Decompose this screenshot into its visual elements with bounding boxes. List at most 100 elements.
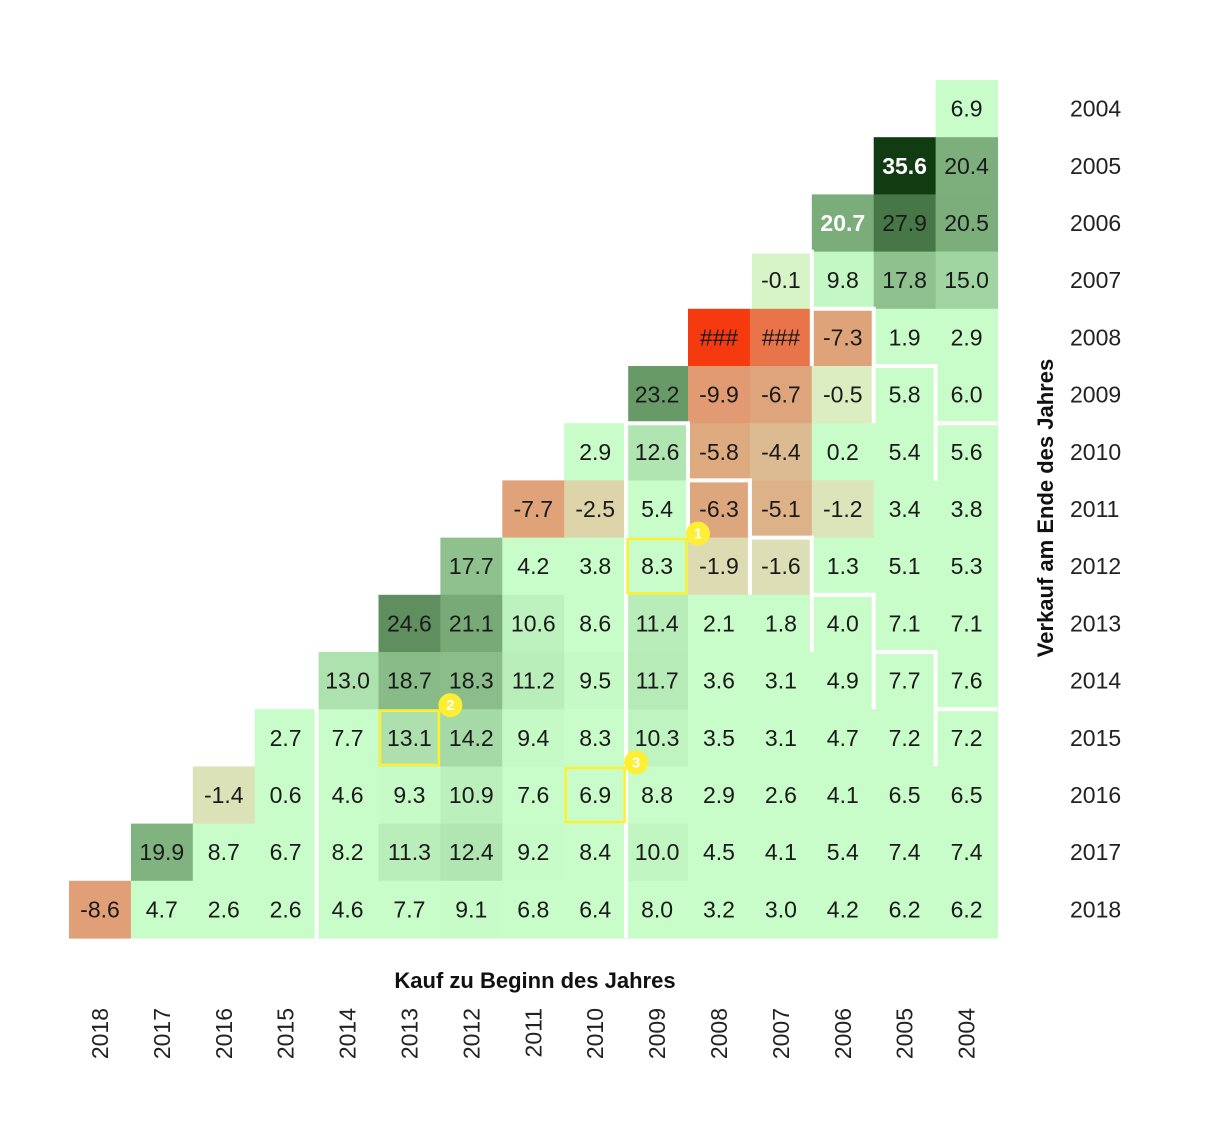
cell-value-label: 2.9 [579, 439, 611, 465]
heatmap-cells [69, 80, 999, 939]
holding-boundary-line [624, 135, 998, 938]
cell-value-label: 12.4 [449, 839, 494, 865]
highlight-marker-circle [686, 521, 710, 546]
cell-value-label: 1.8 [765, 610, 797, 636]
heatmap-cell [935, 709, 999, 767]
x-tick-label: 2014 [335, 1008, 361, 1059]
cell-value-label: 19.9 [139, 839, 184, 865]
x-tick-label: 2013 [396, 1008, 422, 1059]
x-tick-label: 2005 [892, 1008, 918, 1059]
highlight-marker-number: 1 [694, 526, 702, 543]
highlight-markers: 1 2 3 [378, 521, 710, 824]
cell-value-label: -9.9 [699, 382, 739, 408]
cell-value-label: 7.6 [951, 668, 983, 694]
cell-value-label: 5.1 [889, 553, 921, 579]
cell-value-label: 6.5 [889, 782, 921, 808]
cell-value-label: 6.5 [951, 782, 983, 808]
heatmap-cell [564, 766, 627, 825]
cell-value-label: -6.7 [761, 382, 801, 408]
cell-value-label: -1.9 [699, 553, 739, 579]
heatmap-cell [935, 308, 999, 367]
heatmap-cell [873, 823, 937, 882]
y-axis-title: Verkauf am Ende des Jahres [1033, 359, 1058, 657]
heatmap-cell [811, 652, 875, 710]
heatmap-cell [688, 880, 751, 939]
cell-value-label: 5.6 [951, 439, 983, 465]
heatmap-cell [564, 480, 627, 539]
heatmap-cell [502, 766, 565, 825]
cell-value-label: 6.2 [951, 896, 983, 922]
cell-value-label: 7.2 [951, 725, 983, 751]
y-tick-label: 2018 [1070, 896, 1121, 922]
cell-value-label: -7.3 [823, 324, 863, 350]
cell-value-label: 10.0 [635, 839, 680, 865]
cell-value-label: 9.4 [517, 725, 549, 751]
heatmap-cell [192, 823, 256, 882]
heatmap-cell [749, 308, 813, 367]
cell-value-label: 2.6 [270, 896, 302, 922]
cell-value-label: -8.6 [80, 896, 120, 922]
x-tick-label: 2016 [211, 1008, 237, 1059]
heatmap-cell [626, 480, 689, 539]
heatmap-cell [626, 766, 689, 825]
cell-value-label: 5.3 [951, 553, 983, 579]
cell-value-label: 6.9 [951, 96, 983, 122]
cell-value-label: 4.1 [765, 839, 797, 865]
heatmap-cell [626, 423, 689, 481]
cell-value-label: 18.7 [387, 668, 432, 694]
heatmap-cell [378, 880, 441, 939]
heatmap-cell [749, 823, 813, 882]
cell-value-label: ### [762, 324, 801, 350]
heatmap-cell [935, 880, 999, 939]
heatmap-cell [935, 137, 999, 195]
cell-value-label: 0.2 [827, 439, 859, 465]
cell-value-label: 6.0 [951, 382, 983, 408]
heatmap-cell [935, 594, 999, 653]
heatmap-cell [564, 709, 627, 767]
cell-value-label: 5.4 [889, 439, 921, 465]
heatmap-cell [502, 594, 565, 653]
heatmap-cell [935, 766, 999, 825]
heatmap-cell [688, 709, 751, 767]
heatmap-cell [749, 423, 813, 481]
x-tick-label: 2010 [582, 1008, 608, 1059]
cell-value-label: 4.1 [827, 782, 859, 808]
x-axis-title: Kauf zu Beginn des Jahres [394, 968, 675, 993]
heatmap-cell [688, 308, 751, 367]
heatmap-cell [378, 652, 441, 710]
cell-value-label: 2.6 [208, 896, 240, 922]
cell-value-label: 6.7 [270, 839, 302, 865]
cell-value-label: 11.3 [388, 839, 431, 865]
cell-value-label: 7.7 [332, 725, 364, 751]
cell-value-label: 3.4 [889, 496, 921, 522]
heatmap-cell [316, 823, 380, 882]
cell-value-label: 8.0 [641, 896, 673, 922]
cell-value-label: 13.0 [325, 668, 370, 694]
y-tick-label: 2016 [1070, 782, 1121, 808]
cell-value-label: 7.1 [889, 610, 921, 636]
y-tick-label: 2012 [1070, 553, 1121, 579]
cell-value-label: 3.6 [703, 668, 735, 694]
cell-value-label: 20.5 [944, 210, 989, 236]
heatmap-cell [873, 709, 937, 767]
heatmap-cell [440, 709, 503, 767]
cell-value-label: 7.4 [889, 839, 921, 865]
cell-value-label: -7.7 [513, 496, 553, 522]
x-axis-ticks: 2018 2017 2016 2015 2014 2013 2012 2011 2010 2009… [87, 1008, 980, 1059]
cell-value-label: 4.9 [827, 668, 859, 694]
cell-value-label: 4.0 [827, 610, 859, 636]
cell-value-label: 8.7 [208, 839, 240, 865]
heatmap-cell [440, 766, 503, 825]
cell-value-label: 2.9 [703, 782, 735, 808]
cell-value-labels: 6.935.6 20.420.7 27.9 20.5-0.1 9.8 17.8 15.0##… [80, 96, 989, 923]
heatmap-cell [564, 537, 627, 596]
cell-value-label: -2.5 [575, 496, 615, 522]
cell-value-label: 8.3 [641, 553, 673, 579]
heatmap-cell [873, 594, 937, 653]
cell-value-label: 3.0 [765, 896, 797, 922]
highlight-marker-number: 3 [632, 754, 640, 771]
heatmap-cell [688, 766, 751, 825]
heatmap-cell [378, 766, 441, 825]
heatmap-cell [130, 823, 194, 882]
heatmap-cell [192, 766, 256, 825]
